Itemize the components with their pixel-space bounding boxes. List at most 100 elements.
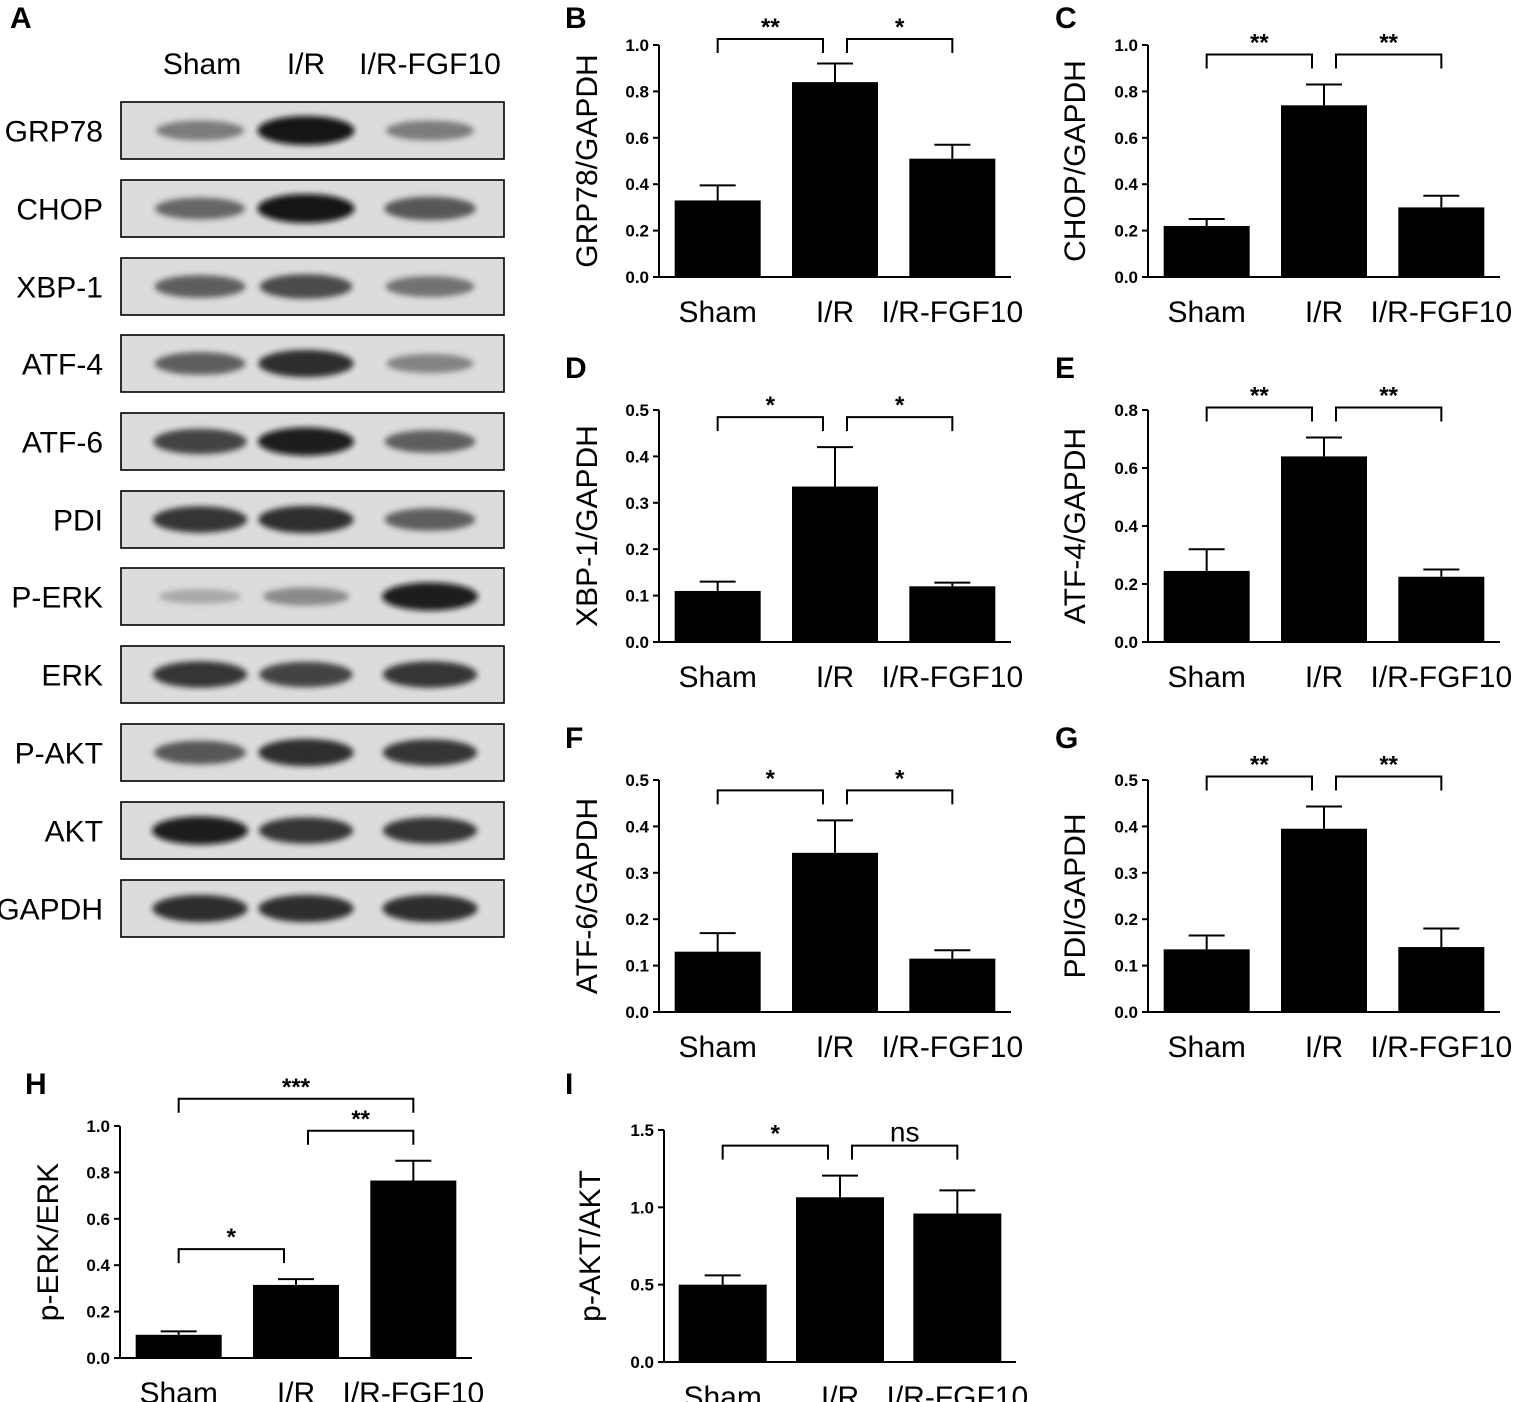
bar-charts: B 0.0 0.2 0.4 0.6 0.8 1.0 GRP78/GAPDH Sham I/R I/R… <box>25 2 1512 1402</box>
bar <box>1163 949 1250 1012</box>
y-tick-label: 0.6 <box>1114 459 1138 478</box>
panel-label-A: A <box>10 2 32 35</box>
bar <box>1281 105 1367 277</box>
significance-label: * <box>895 765 905 792</box>
blot-band <box>258 894 354 923</box>
y-axis-label: CHOP/GAPDH <box>1059 60 1092 262</box>
bar <box>1163 570 1250 642</box>
bar <box>796 1197 884 1362</box>
y-tick-label: 0.2 <box>625 540 649 559</box>
significance-bracket <box>721 1144 829 1160</box>
chart-F: F 0.0 0.1 0.2 0.3 0.4 0.5 ATF-6/GAPDH Sham I/R I/R… <box>565 722 1023 1064</box>
blot-row-label: ATF-6 <box>22 427 103 460</box>
y-tick-label: 0.2 <box>1114 222 1138 241</box>
blot-band <box>384 508 476 531</box>
y-tick-label: 0.6 <box>1114 129 1138 148</box>
significance-label: * <box>766 392 776 419</box>
blot-band <box>151 816 249 845</box>
blot-band <box>152 894 248 923</box>
blot-row-label: ERK <box>41 660 103 693</box>
bar <box>1163 225 1250 277</box>
y-tick-label: 0.2 <box>1114 910 1138 929</box>
y-tick-label: 0.2 <box>86 1303 110 1322</box>
western-blot-panel: A Sham I/R I/R-FGF10 GRP78 CHOP XBP-1 ATF-4 ATF-… <box>0 2 505 938</box>
y-tick-label: 0.5 <box>1114 771 1138 790</box>
significance-bracket <box>1205 406 1313 422</box>
bar <box>253 1284 339 1358</box>
x-tick-label: Sham <box>678 296 756 329</box>
y-tick-label: 0.0 <box>625 268 649 287</box>
significance-bracket <box>177 1097 415 1113</box>
bar <box>792 82 878 278</box>
panel-label: D <box>565 352 587 385</box>
chart-D: D 0.0 0.1 0.2 0.3 0.4 0.5 XBP-1/GAPDH Sham I/R I/R… <box>565 352 1023 694</box>
significance-label: ** <box>351 1106 370 1133</box>
bar <box>909 958 996 1012</box>
significance-bracket <box>846 789 954 805</box>
x-tick-label: I/R <box>1305 661 1343 694</box>
significance-label: *** <box>282 1074 311 1101</box>
panel-label: C <box>1055 2 1077 35</box>
y-tick-label: 0.2 <box>1114 575 1138 594</box>
y-tick-label: 0.8 <box>625 82 649 101</box>
y-tick-label: 0.1 <box>625 957 649 976</box>
blot-row-label: AKT <box>45 816 103 849</box>
bar <box>1398 576 1485 642</box>
blot-row-label: PDI <box>53 505 103 538</box>
y-tick-label: 0.6 <box>86 1210 110 1229</box>
panel-label: B <box>565 2 587 35</box>
panel-label: H <box>25 1068 47 1101</box>
blot-row-label: XBP-1 <box>16 272 103 305</box>
y-tick-label: 0.4 <box>1114 817 1138 836</box>
bar <box>792 486 878 642</box>
significance-bracket <box>1205 53 1313 69</box>
chart-E: E 0.0 0.2 0.4 0.6 0.8 ATF-4/GAPDH Sham I/R I/R-FG… <box>1055 352 1512 694</box>
blot-band <box>259 661 353 688</box>
bar <box>909 158 996 277</box>
significance-label: ** <box>1379 383 1398 410</box>
x-tick-label: I/R <box>277 1377 315 1402</box>
y-tick-label: 0.4 <box>625 175 649 194</box>
x-tick-label: Sham <box>1167 1031 1245 1064</box>
blot-row-label: GRP78 <box>5 116 103 149</box>
x-tick-label: Sham <box>139 1377 217 1402</box>
significance-label: ns <box>890 1117 920 1148</box>
bar <box>674 951 761 1012</box>
y-tick-label: 0.3 <box>625 864 649 883</box>
x-tick-label: I/R-FGF10 <box>881 661 1023 694</box>
y-tick-label: 1.5 <box>630 1121 654 1140</box>
y-tick-label: 0.5 <box>625 771 649 790</box>
significance-label: ** <box>1379 29 1398 56</box>
y-tick-label: 1.0 <box>625 36 649 55</box>
blot-band <box>155 197 245 220</box>
significance-bracket <box>846 416 954 432</box>
blot-band <box>385 276 475 297</box>
lane-label: I/R <box>287 48 325 81</box>
bar <box>370 1180 457 1358</box>
y-tick-label: 0.4 <box>1114 175 1138 194</box>
blot-band <box>386 353 474 374</box>
significance-bracket <box>716 789 824 805</box>
significance-label: ** <box>761 14 780 41</box>
panel-label: F <box>565 722 583 755</box>
y-tick-label: 0.3 <box>1114 864 1138 883</box>
blot-band <box>258 349 354 378</box>
blot-band <box>257 115 355 146</box>
significance-label: * <box>227 1224 237 1251</box>
blot-band <box>384 196 476 221</box>
y-tick-label: 0.0 <box>1114 1003 1138 1022</box>
lane-label: I/R-FGF10 <box>359 48 501 81</box>
y-tick-label: 0.0 <box>630 1353 654 1372</box>
significance-label: ** <box>1250 383 1269 410</box>
y-axis-label: XBP-1/GAPDH <box>571 425 604 627</box>
x-tick-label: I/R <box>816 296 854 329</box>
chart-I: I 0.0 0.5 1.0 1.5 p-AKT/AKT Sham I/R I/R-FGF10 * n… <box>565 1068 1028 1402</box>
bar <box>135 1334 222 1358</box>
panel-label: E <box>1055 352 1075 385</box>
significance-bracket <box>1335 406 1443 422</box>
y-tick-label: 0.4 <box>625 447 649 466</box>
y-tick-label: 1.0 <box>86 1117 110 1136</box>
bar <box>678 1284 767 1362</box>
significance-bracket <box>851 1144 959 1160</box>
bar <box>909 586 996 642</box>
